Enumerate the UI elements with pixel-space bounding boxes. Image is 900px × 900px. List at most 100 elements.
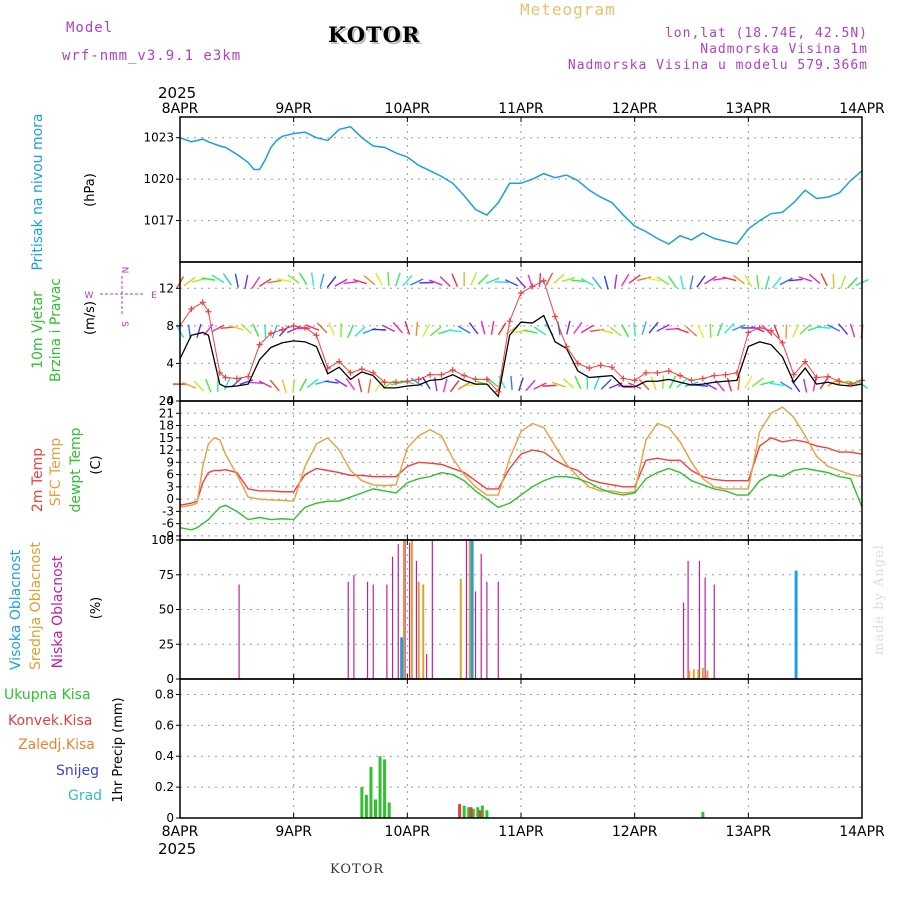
pressure-unit-label: (hPa) [83, 173, 98, 207]
wind-gust-marker [665, 367, 672, 374]
wind-direction-arrow [533, 382, 547, 390]
y-tick-label: 21 [159, 406, 174, 420]
wind-gust-marker [472, 376, 479, 383]
year-label-bottom: 2025 [158, 840, 196, 858]
wind-direction-arrow [518, 377, 524, 392]
wind-direction-arrow [684, 381, 699, 388]
wind-direction-arrow [609, 326, 622, 337]
mid-cloud-ylabel: Srednja Oblacnost [28, 542, 44, 670]
wind-direction-arrow [533, 326, 547, 336]
wind-direction-arrow [220, 326, 235, 329]
wind-direction-arrow [840, 275, 847, 289]
y-tick-label: 50 [159, 603, 174, 617]
wind-gust-marker [779, 339, 786, 346]
wind-gust-marker [756, 324, 763, 331]
total-precip-bar [387, 802, 391, 818]
wind-gust-marker [711, 372, 718, 379]
wind-direction-arrow [668, 275, 678, 289]
wind-direction-arrow [656, 324, 670, 332]
elevation-label: Nadmorska Visina 1m [700, 42, 868, 57]
wind-gust-marker [483, 376, 490, 383]
wind-direction-arrow [429, 326, 442, 337]
wind-gust-marker [199, 299, 206, 306]
wind-gust-marker [802, 358, 809, 365]
wind-gust-marker [745, 329, 752, 336]
wind-gust-marker [438, 371, 445, 378]
wind-gust-marker [722, 371, 729, 378]
wind-direction-arrow [421, 376, 431, 390]
wind-direction-arrow [480, 320, 486, 335]
wind-direction-arrow [562, 377, 574, 389]
panel-frame [179, 539, 863, 680]
y-tick-label: 12 [159, 443, 174, 457]
precip-legend-item: Ukupna Kisa [4, 687, 91, 703]
wind-gust-marker [733, 369, 740, 376]
wind-gust-marker [415, 376, 422, 383]
low-cloud-ylabel: Niska Oblacnost [50, 555, 66, 668]
time-label-top: 11APR [498, 101, 544, 117]
wind-direction-arrow [724, 322, 735, 334]
wind-direction-arrow [697, 324, 705, 339]
wind-gust-marker [461, 372, 468, 379]
wind-direction-arrow [771, 276, 782, 289]
wind-gust-marker [699, 375, 706, 382]
model-name: wrf-nmm_v3.9.1 e3km [62, 48, 242, 64]
lonlat-label: lon,lat (18.74E, 42.5N) [664, 26, 868, 41]
panel-frame [179, 678, 863, 819]
wind-gust-marker [631, 377, 638, 384]
wind-direction-arrow [298, 272, 308, 286]
total-precip-bar [467, 807, 471, 818]
wind-gust-marker [404, 378, 411, 385]
y-tick-label: 0 [166, 672, 174, 686]
wind-gust-marker [245, 373, 252, 380]
wind-direction-arrow [248, 381, 263, 385]
wind-direction-arrow [737, 376, 741, 391]
high-cloud-ylabel: Visoka Oblacnost [8, 549, 24, 670]
wind-gust-marker [370, 369, 377, 376]
wind-gust-line [179, 280, 863, 393]
compass-north: N [119, 267, 129, 274]
wind-direction-arrow [392, 321, 403, 334]
wind-direction-arrow [552, 381, 566, 388]
wind-gust-marker [222, 374, 229, 381]
wind-direction-arrow [457, 381, 471, 390]
wind-direction-arrow [847, 277, 858, 289]
wind-direction-arrow [510, 375, 513, 390]
wind-direction-arrow [267, 279, 282, 284]
wind-direction-arrow [525, 379, 536, 392]
wind-direction-arrow [662, 375, 665, 390]
wind-direction-arrow [193, 380, 205, 392]
wind-direction-arrow [620, 273, 630, 287]
wind-direction-arrow [387, 271, 390, 286]
wind-direction-arrow [827, 377, 840, 387]
dewpt-line [179, 467, 863, 531]
wind-gust-marker [836, 378, 843, 385]
wind-direction-arrow [381, 324, 395, 333]
y-tick-label: 25 [159, 637, 174, 651]
wind-gust-marker [597, 362, 604, 369]
wind-direction-arrow [633, 322, 637, 337]
wind-direction-arrow [371, 328, 386, 331]
wind-direction-arrow [808, 273, 821, 284]
wind-direction-arrow [252, 323, 260, 337]
wind-direction-arrow [773, 324, 780, 339]
wind-direction-arrow [593, 376, 601, 390]
wind-direction-arrow [470, 272, 478, 286]
wind-gust-marker [205, 308, 212, 315]
wind-direction-arrow [354, 326, 366, 337]
y-tick-label: 0 [166, 811, 174, 825]
wind-direction-arrow [689, 275, 694, 290]
wind-direction-arrow [231, 377, 243, 388]
wind-direction-arrow [485, 277, 500, 284]
wind-direction-arrow [404, 321, 411, 335]
time-label-top: 8APR [162, 101, 199, 117]
wind-direction-arrow [410, 278, 424, 286]
y-tick-label: 6 [166, 468, 174, 482]
wind-direction-arrow [675, 327, 689, 334]
wind-direction-arrow [345, 378, 356, 391]
wind-gust-marker [506, 318, 513, 325]
wind-direction-arrow [497, 322, 507, 336]
wind-direction-arrow [328, 322, 335, 336]
conv-precip-bar [458, 804, 462, 818]
wind-direction-arrow [716, 322, 724, 337]
